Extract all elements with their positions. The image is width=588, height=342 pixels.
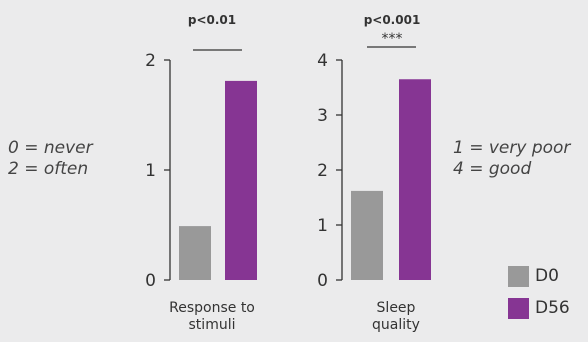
bar-d0 [179,226,211,280]
p-value-label: p<0.001 [364,13,421,27]
y-tick-label: 1 [145,161,156,181]
scale-note-left: 0 = never 2 = often [8,138,93,180]
scale-note-right-line-2: 4 = good [453,159,532,179]
legend-swatch-d0 [508,265,529,287]
legend-label-d0: D0 [535,266,559,286]
category-label-line-1: Response to [169,300,255,316]
bar-d56 [225,80,257,281]
scale-note-left-line-1: 0 = never [8,138,93,158]
y-tick-label: 0 [317,271,328,291]
scale-note-left-line-2: 2 = often [8,159,89,179]
legend-label-d56: D56 [535,298,570,318]
p-value-label: p<0.01 [188,13,236,27]
category-label-sleep-quality: Sleep quality [341,300,451,334]
bar-d56 [399,79,431,280]
scale-note-right-line-1: 1 = very poor [453,138,571,158]
legend-swatch-d56 [508,297,529,319]
y-tick-label: 4 [317,51,328,71]
category-label-line-2: quality [372,317,420,333]
category-label-line-2: stimuli [188,317,236,333]
y-tick-label: 3 [317,106,328,126]
y-tick-label: 2 [317,161,328,181]
y-tick-label: 2 [145,51,156,71]
scale-note-right: 1 = very poor 4 = good [453,138,570,180]
legend-item-d0: D0 [508,265,570,287]
legend: D0 D56 [508,265,570,329]
category-label-line-1: Sleep [376,300,416,316]
category-label-response-to-stimuli: Response to stimuli [157,300,267,334]
significance-stars: *** [382,31,403,47]
bar-d0 [351,190,383,280]
y-tick-label: 0 [145,271,156,291]
legend-item-d56: D56 [508,297,570,319]
y-tick-label: 1 [317,216,328,236]
